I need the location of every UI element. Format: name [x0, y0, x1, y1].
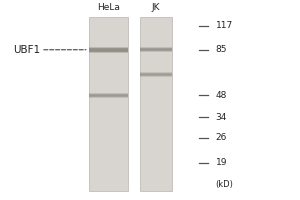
Text: 26: 26: [216, 133, 227, 142]
Bar: [140, 48, 172, 51]
Text: 117: 117: [216, 21, 233, 30]
Bar: [140, 72, 172, 75]
Text: 19: 19: [216, 158, 227, 167]
Text: 85: 85: [216, 45, 227, 54]
Bar: [140, 73, 172, 76]
Text: HeLa: HeLa: [97, 3, 120, 12]
Bar: [140, 47, 172, 50]
Text: UBF1: UBF1: [13, 45, 40, 55]
Bar: [140, 17, 172, 191]
Bar: [140, 74, 172, 77]
Bar: [140, 49, 172, 52]
Text: 48: 48: [216, 91, 227, 100]
Text: 34: 34: [216, 113, 227, 122]
Bar: [89, 95, 128, 98]
Bar: [89, 48, 128, 52]
Bar: [89, 93, 128, 96]
Bar: [89, 94, 128, 97]
Text: JK: JK: [152, 3, 160, 12]
Bar: [89, 47, 128, 51]
Bar: [89, 17, 128, 191]
Bar: [89, 49, 128, 53]
Text: (kD): (kD): [216, 180, 234, 189]
